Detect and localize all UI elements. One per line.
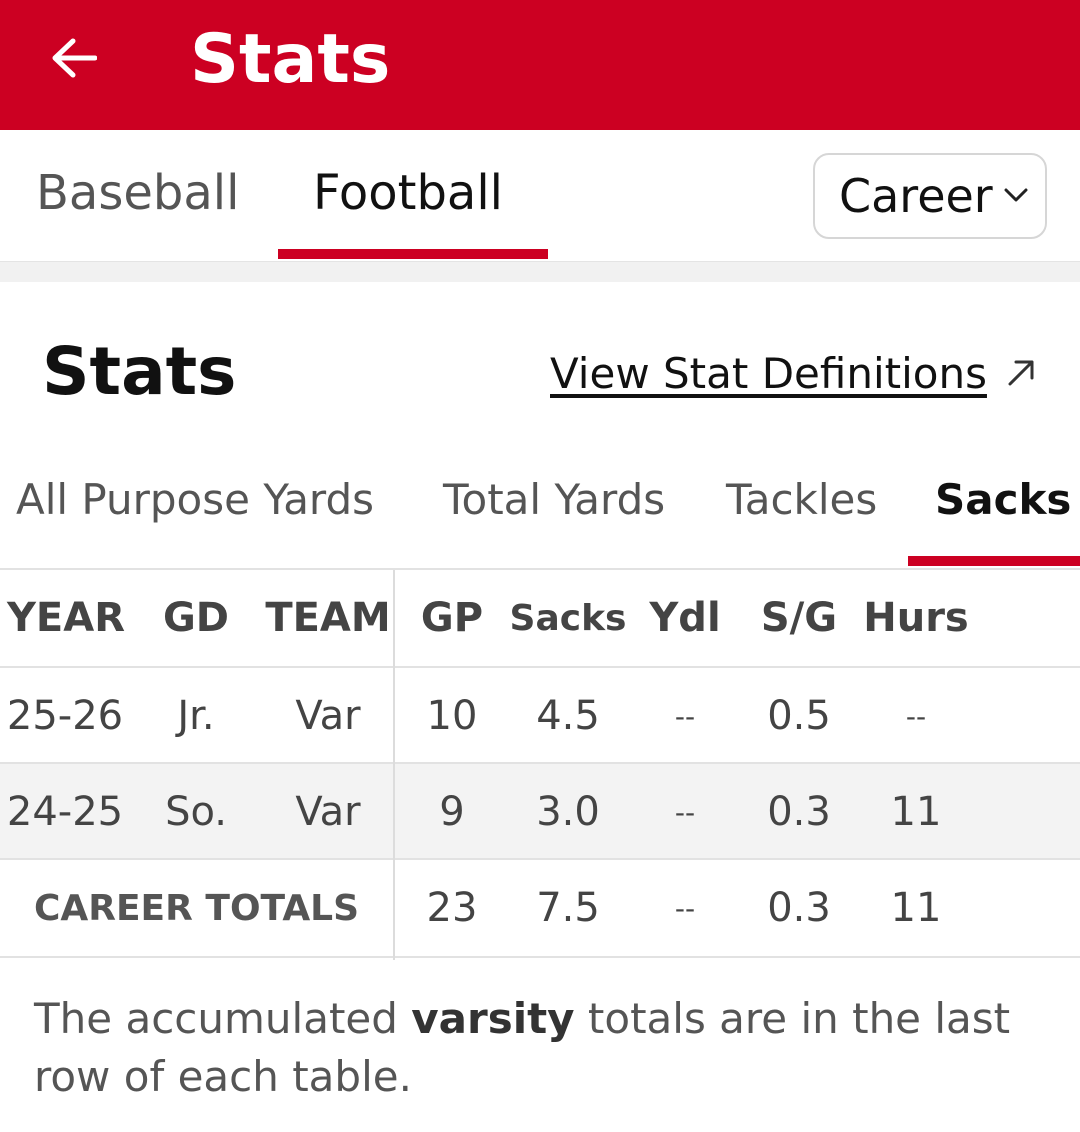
active-tab-indicator (278, 249, 548, 259)
hurs-total-cell: 11 (890, 885, 942, 931)
sacks-cell: 3.0 (536, 789, 600, 835)
column-header: S/G (760, 595, 838, 641)
active-stat-tab-indicator (908, 556, 1080, 566)
view-stat-definitions-link[interactable]: View Stat Definitions (550, 349, 987, 398)
column-header: GP (420, 595, 484, 641)
column-header: GD (162, 595, 230, 641)
team-cell: Var (295, 789, 361, 835)
column-header: Ydl (649, 595, 721, 641)
gp-cell: 9 (439, 789, 465, 835)
year-cell: 25-26 (6, 693, 124, 739)
column-header: YEAR (6, 595, 126, 641)
ydl-cell: -- (674, 699, 696, 733)
column-header: TEAM (265, 595, 391, 641)
footnote-emphasis: varsity (411, 994, 575, 1043)
page-title: Stats (190, 20, 391, 99)
table-header-row: YEAR GD TEAM GP Sacks Ydl S/G Hurs (0, 570, 1080, 668)
career-totals-label: CAREER TOTALS (33, 887, 360, 929)
grade-cell: So. (165, 789, 227, 835)
section-title: Stats (42, 333, 237, 410)
tab-tackles[interactable]: Tackles (726, 475, 878, 524)
back-button[interactable] (48, 30, 100, 86)
tab-football[interactable]: Football (313, 165, 504, 221)
tab-total-yards[interactable]: Total Yards (443, 475, 666, 524)
stats-table: YEAR GD TEAM GP Sacks Ydl S/G Hurs 25-26… (0, 568, 1080, 960)
sacks-cell: 4.5 (536, 693, 600, 739)
frozen-column-divider (393, 570, 395, 960)
chevron-down-icon (1004, 188, 1028, 202)
sg-cell: 0.5 (767, 693, 831, 739)
career-totals-row: CAREER TOTALS 23 7.5 -- 0.3 11 (0, 860, 1080, 958)
footnote-text-end: totals are in the last row of each table… (34, 994, 1011, 1101)
tab-all-purpose-yards[interactable]: All Purpose Yards (16, 475, 375, 524)
stat-category-tabs: All Purpose Yards Total Yards Tackles Sa… (0, 466, 1080, 568)
arrow-up-right-icon[interactable] (1006, 358, 1036, 388)
ydl-total-cell: -- (674, 891, 696, 925)
ydl-cell: -- (674, 795, 696, 829)
table-row: 24-25 So. Var 9 3.0 -- 0.3 11 (0, 764, 1080, 860)
sport-tabs: Baseball Football Career (0, 130, 1080, 262)
column-header: Sacks (509, 597, 627, 639)
hurs-cell: -- (905, 699, 927, 733)
tab-sacks[interactable]: Sacks (935, 475, 1072, 524)
table-row: 25-26 Jr. Var 10 4.5 -- 0.5 -- (0, 668, 1080, 764)
sg-cell: 0.3 (767, 789, 831, 835)
arrow-left-icon (52, 38, 97, 78)
section-separator (0, 262, 1080, 282)
period-select-value: Career (839, 169, 993, 223)
sg-total-cell: 0.3 (767, 885, 831, 931)
hurs-cell: 11 (890, 789, 942, 835)
period-select[interactable]: Career (813, 153, 1047, 239)
table-footnote: The accumulated varsity totals are in th… (34, 990, 1044, 1106)
gp-cell: 10 (426, 693, 478, 739)
tab-baseball[interactable]: Baseball (36, 165, 240, 221)
grade-cell: Jr. (177, 693, 215, 739)
column-header: Hurs (863, 595, 969, 641)
year-cell: 24-25 (6, 789, 124, 835)
gp-total-cell: 23 (426, 885, 478, 931)
footnote-text: The accumulated (34, 994, 412, 1043)
team-cell: Var (295, 693, 361, 739)
sacks-total-cell: 7.5 (536, 885, 600, 931)
app-bar: Stats (0, 0, 1080, 130)
